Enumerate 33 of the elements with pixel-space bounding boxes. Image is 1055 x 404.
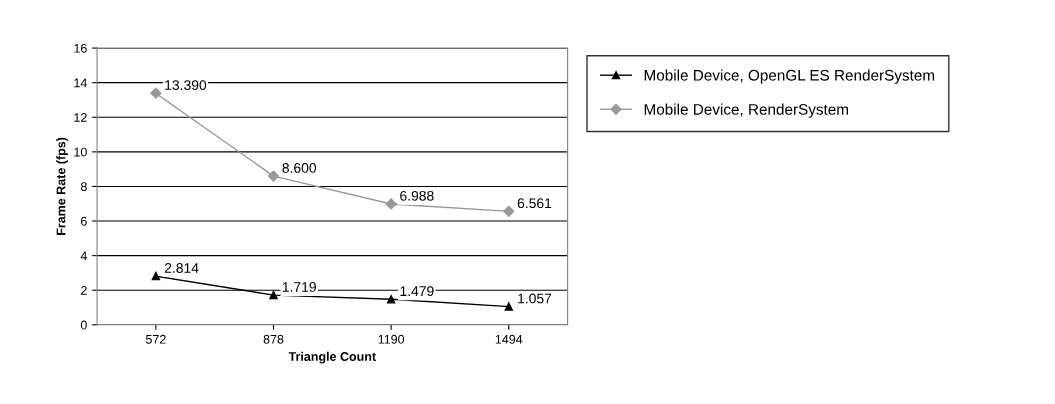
data-label: 6.988 [400,190,434,201]
y-tick-label: 2 [81,286,87,295]
legend-label: Mobile Device, RenderSystem [644,103,848,118]
data-label: 1.057 [518,293,552,304]
point [503,205,515,217]
data-label: 6.561 [517,198,552,209]
legend-label: Mobile Device, OpenGL ES RenderSystem [644,69,935,84]
data-label: 2.814 [164,263,199,273]
y-tick-label: 16 [74,43,87,53]
y-tick-label: 4 [80,251,87,261]
y-tick-label: 14 [74,78,87,88]
point [151,271,161,281]
x-tick-label: 878 [263,334,284,344]
point [385,198,397,210]
y-tick-label: 12 [74,113,87,122]
x-tick-label: 572 [145,334,166,344]
point [386,295,396,304]
point [267,170,280,182]
data-label: 13.390 [165,80,207,90]
data-label: 1.719 [282,282,316,292]
x-axis-title: Triangle Count [288,351,376,364]
point [150,87,162,99]
y-tick-label: 6 [81,216,87,226]
y-axis-title: Frame Rate (fps) [56,137,68,235]
data-label: 8.600 [282,163,317,173]
y-tick-label: 10 [74,147,87,157]
x-tick-label: 1494 [495,334,523,344]
point [269,290,278,300]
y-tick-label: 8 [80,182,87,192]
point [504,302,513,311]
y-tick-label: 0 [80,320,87,330]
x-tick-label: 1190 [378,334,405,344]
data-label: 1.479 [400,286,434,297]
